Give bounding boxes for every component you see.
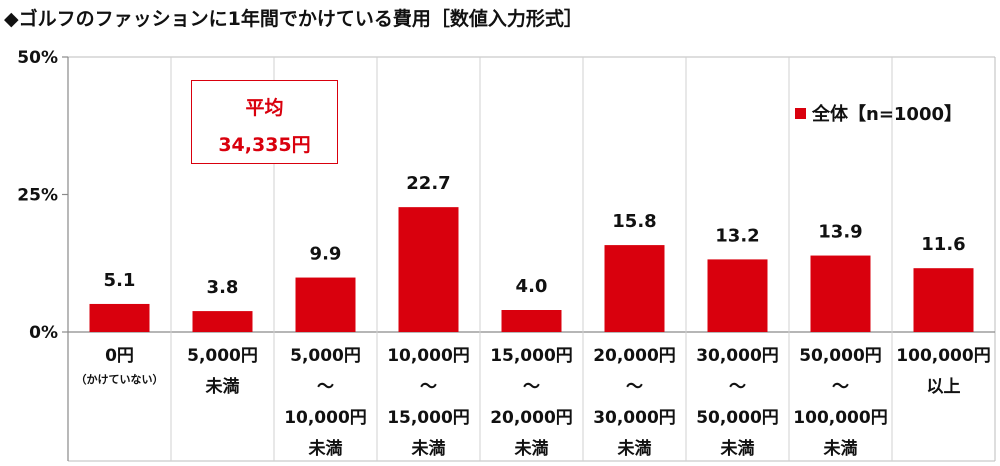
category-label: 10,000円: [387, 346, 470, 366]
category-note: （かけていない）: [76, 373, 164, 386]
bar-value-label: 11.6: [921, 234, 965, 255]
category-label: 未満: [411, 438, 446, 459]
legend: 全体【n=1000】: [795, 100, 962, 126]
bar-value-label: 13.9: [818, 222, 862, 243]
category-label: ～: [523, 377, 540, 397]
category-label: 5,000円: [290, 346, 361, 366]
chart-title: ◆ゴルフのファッションに1年間でかけている費用［数値入力形式］: [4, 8, 583, 30]
legend-swatch: [795, 107, 806, 119]
category-label: 未満: [308, 438, 343, 459]
bar-value-label: 4.0: [516, 276, 548, 297]
bar-value-label: 15.8: [612, 211, 656, 232]
bar: [604, 245, 665, 332]
bar: [707, 259, 768, 332]
bar-value-label: 9.9: [310, 244, 342, 265]
category-label: 15,000円: [387, 408, 470, 428]
average-value: 34,335円: [218, 134, 311, 156]
category-label: 未満: [514, 438, 549, 459]
category-label: 20,000円: [593, 346, 676, 366]
bar-value-label: 5.1: [104, 270, 136, 291]
category-label: 50,000円: [696, 408, 779, 428]
bar-value-labels: 5.1 3.8 9.9 22.7 4.0 15.8 13.2 13.9 11.6: [104, 173, 966, 298]
category-label: 5,000円: [187, 346, 258, 366]
bar: [192, 311, 253, 332]
category-label: 10,000円: [284, 408, 367, 428]
bars: [89, 207, 974, 332]
category-label: 未満: [617, 438, 652, 459]
y-axis-ticks: 0% 25% 50%: [17, 48, 68, 343]
category-label: 未満: [823, 438, 858, 459]
category-label: 50,000円: [799, 346, 882, 366]
category-label: 15,000円: [490, 346, 573, 366]
category-label: ～: [729, 377, 746, 397]
average-box: 平均 34,335円: [191, 80, 338, 164]
bar-value-label: 3.8: [207, 277, 239, 298]
bar: [398, 207, 459, 332]
category-labels: 0円（かけていない）5,000円未満5,000円～10,000円未満10,000…: [76, 346, 991, 459]
bar: [89, 303, 150, 332]
plot-frame: [67, 56, 996, 462]
legend-label: 全体【n=1000】: [812, 104, 962, 125]
bar: [913, 268, 974, 332]
category-label: ～: [317, 377, 334, 397]
category-label: 以上: [927, 377, 961, 397]
category-label: 未満: [205, 376, 240, 397]
average-label: 平均: [245, 97, 284, 119]
bar: [810, 255, 871, 332]
y-tick-label: 25%: [17, 186, 58, 206]
category-label: ～: [420, 377, 437, 397]
bar-value-label: 22.7: [406, 173, 450, 194]
category-label: ～: [626, 377, 643, 397]
category-label: 未満: [720, 438, 755, 459]
category-label: 30,000円: [593, 408, 676, 428]
category-label: 100,000円: [896, 346, 990, 366]
bar: [295, 277, 356, 332]
y-tick-label: 50%: [17, 48, 58, 68]
category-label: 30,000円: [696, 346, 779, 366]
bar: [501, 310, 562, 332]
category-label: 100,000円: [793, 408, 887, 428]
bar-value-label: 13.2: [715, 225, 759, 246]
y-tick-label: 0%: [29, 323, 58, 343]
category-label: 0円: [105, 346, 134, 366]
category-label: ～: [832, 377, 849, 397]
category-label: 20,000円: [490, 408, 573, 428]
